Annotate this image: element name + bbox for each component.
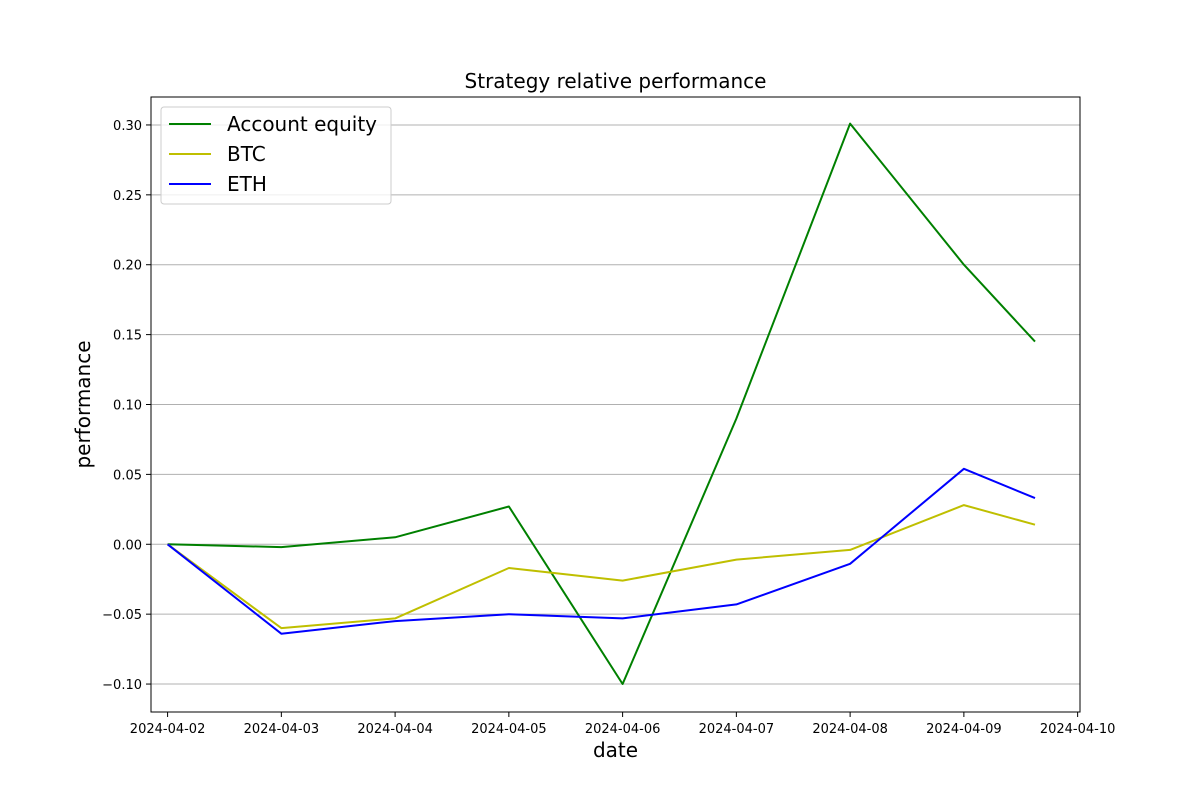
chart-title: Strategy relative performance	[465, 69, 767, 93]
y-axis-ticks: −0.10 −0.05 0.00 0.05 0.10 0.15 0.20 0.25 0.30	[102, 119, 151, 693]
y-tick-label: 0.05	[113, 468, 142, 483]
series-line-account-equity	[167, 122, 1036, 685]
y-tick-label: 0.25	[113, 189, 142, 204]
x-axis-ticks: 2024-04-02 2024-04-03 2024-04-04 2024-04-05…	[130, 712, 1116, 737]
x-tick-label: 2024-04-05	[471, 722, 547, 737]
y-axis-label: performance	[71, 340, 95, 468]
legend-box	[160, 106, 392, 205]
legend: Account equity BTC ETH	[160, 106, 392, 205]
x-tick-label: 2024-04-08	[812, 722, 888, 737]
series-lines	[166, 122, 1036, 685]
legend-label: Account equity	[227, 112, 377, 136]
x-tick-label: 2024-04-06	[585, 722, 661, 737]
x-tick-label: 2024-04-09	[926, 722, 1002, 737]
legend-label: BTC	[227, 142, 266, 166]
x-tick-label: 2024-04-02	[130, 722, 206, 737]
y-tick-label: 0.10	[113, 399, 142, 414]
series-line-eth	[166, 467, 1036, 635]
x-tick-label: 2024-04-03	[244, 722, 320, 737]
y-tick-label: −0.05	[102, 608, 142, 623]
x-tick-label: 2024-04-10	[1040, 722, 1116, 737]
y-tick-label: 0.30	[113, 119, 142, 134]
legend-label: ETH	[227, 172, 267, 196]
y-tick-label: 0.00	[113, 538, 142, 553]
series-line-btc	[167, 504, 1036, 630]
y-tick-label: −0.10	[102, 678, 142, 693]
y-tick-label: 0.15	[113, 329, 142, 344]
x-tick-label: 2024-04-04	[357, 722, 433, 737]
x-tick-label: 2024-04-07	[699, 722, 775, 737]
y-tick-label: 0.20	[113, 259, 142, 274]
x-axis-label: date	[593, 738, 638, 762]
